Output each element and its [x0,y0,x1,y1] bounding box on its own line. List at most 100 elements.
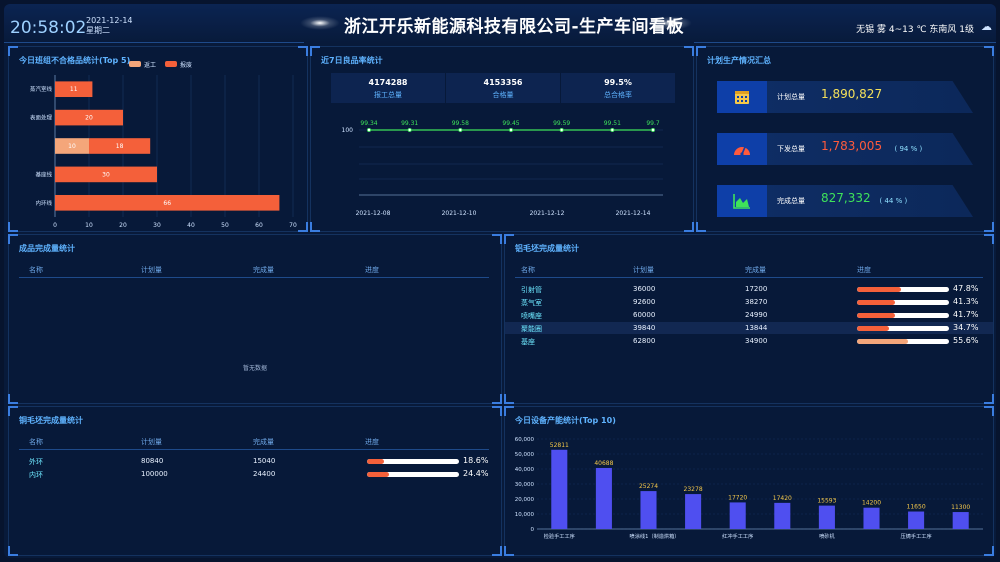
yield-point-label: 99.34 [360,120,377,127]
bar-value-label: 11650 [907,504,926,511]
y-tick-label: 0 [531,527,535,533]
x-tick-label: 喷砂机 [819,532,835,540]
finished-header-divider [19,277,489,278]
finished-title: 成品完成量统计 [19,244,75,253]
cell-done: 24400 [253,470,276,478]
defect-bar [89,138,151,154]
aluminum-title: 铝毛坯完成量统计 [515,244,579,253]
progress-bar [857,339,949,344]
clock: 20:58:02 [10,18,87,38]
light-flare-icon [300,16,340,30]
equipment-bar [774,502,791,529]
cell-name: 内环 [29,471,43,479]
copper-panel: 铜毛坯完成量统计 名称 计划量 完成量 进度 外环 80840 15040 18.6%… [8,406,502,556]
dashboard-screen: 20:58:02 2021-12-14 星期二 浙江开乐新能源科技有限公司-生产… [4,4,996,558]
empty-state-text: 暂无数据 [242,365,267,372]
bar-value-label: 25274 [639,483,658,490]
defect-bar [55,166,157,183]
plan-label: 计划总量 [777,93,805,101]
legend-scrap: 报废 [180,61,192,69]
kpi-value: 4174288 [368,78,408,87]
progress-percent: 34.7% [953,323,979,332]
progress-fill [857,287,901,292]
aluminum-col-progress: 进度 [857,266,871,274]
progress-bar [367,459,459,464]
progress-fill [367,459,385,464]
table-row: 引射管 36000 17200 47.8% [505,283,993,295]
copper-title: 铜毛坯完成量统计 [19,416,83,425]
plan-card: 下发总量 1,783,005 ( 94 % ) [717,133,973,165]
plan-label: 下发总量 [777,145,805,153]
x-tick-label: 60 [255,222,263,229]
bar-value-label: 10 [68,143,76,150]
bar-value-label: 18 [116,143,124,150]
category-label: 基座线 [35,170,52,178]
yield-point-label: 99.51 [604,120,621,127]
cell-name: 喷嘴座 [521,312,542,320]
weather-text: 无锡 雾 4~13 ℃ 东南风 1级 [856,25,974,35]
bar-value-label: 11300 [951,504,970,511]
equipment-bar [729,502,746,529]
cell-done: 15040 [253,457,276,465]
yield-panel: 近7日良品率统计 4174288 报工总量 4153356 合格量 99.5% … [310,46,694,232]
y-tick-label: 10,000 [515,512,535,518]
progress-percent: 55.6% [953,336,979,345]
y-tick-label: 100 [342,127,354,134]
y-tick-label: 60,000 [515,437,535,443]
equipment-chart: 0 10,000 20,000 30,000 40,000 50,000 60,000 528… [515,437,983,540]
bar-value-label: 15593 [817,498,836,505]
date-block: 2021-12-14 星期二 [86,16,133,36]
cell-done: 34900 [745,337,768,345]
kpi-qualified: 4153356 合格量 [446,73,560,103]
defects-chart: 返工 报废 0 10 20 30 40 50 60 70 蒸汽室线 11 表面处理 20 10 18 基座线 30… [30,61,297,229]
x-tick-label: 红冲手工工序 [722,532,753,540]
plan-card: 计划总量 1,890,827 [717,81,973,113]
progress-percent: 47.8% [953,284,979,293]
cell-plan: 80840 [141,457,164,465]
finished-col-name: 名称 [29,266,43,274]
legend-rework: 返工 [144,62,156,69]
yield-point-label: 99.59 [553,120,570,127]
aluminum-col-plan: 计划量 [633,266,654,274]
x-tick-label: 2021-12-08 [356,210,391,217]
equipment-bar [595,467,612,529]
legend-swatch-rework [129,61,141,67]
defect-bar [55,194,280,211]
weekday-text: 星期二 [86,26,110,35]
copper-col-plan: 计划量 [141,438,162,446]
copper-col-progress: 进度 [365,438,379,446]
plan-percent: ( 94 % ) [894,145,923,153]
equipment-bar [908,511,925,529]
y-tick-label: 20,000 [515,497,535,503]
defects-title: 今日班组不合格品统计(Top 5) [19,56,131,65]
table-row: 外环 80840 15040 18.6% [9,455,501,467]
plan-value: 1,783,005 [821,139,883,153]
defects-panel: 今日班组不合格品统计(Top 5) 返工 报废 0 10 20 30 40 50 60 70 蒸汽室… [8,46,308,232]
x-tick-label: 50 [221,222,229,229]
progress-bar [367,472,459,477]
category-label: 内环线 [35,199,52,207]
yield-point [367,127,372,132]
light-flare-icon [652,16,692,30]
equipment-bar [685,494,702,529]
plan-value: 1,890,827 [821,87,883,101]
equipment-bar [952,512,969,529]
cell-done: 24990 [745,311,768,319]
equipment-bar [640,491,657,529]
y-tick-label: 50,000 [515,452,535,458]
bar-value-label: 14200 [862,500,881,507]
kpi-value: 99.5% [604,78,632,87]
plan-title: 计划生产情况汇总 [707,56,771,65]
yield-point-label: 99.7 [646,120,660,127]
bar-value-label: 11 [70,86,78,93]
progress-fill [857,339,909,344]
defect-bar [55,109,123,126]
equipment-bar [818,505,835,529]
x-tick-label: 40 [187,222,195,229]
yield-point [407,127,412,132]
cell-name: 外环 [29,458,43,466]
header-line-right [694,42,996,43]
progress-fill [857,326,889,331]
copper-header-divider [19,449,489,450]
gauge-icon [717,133,767,165]
